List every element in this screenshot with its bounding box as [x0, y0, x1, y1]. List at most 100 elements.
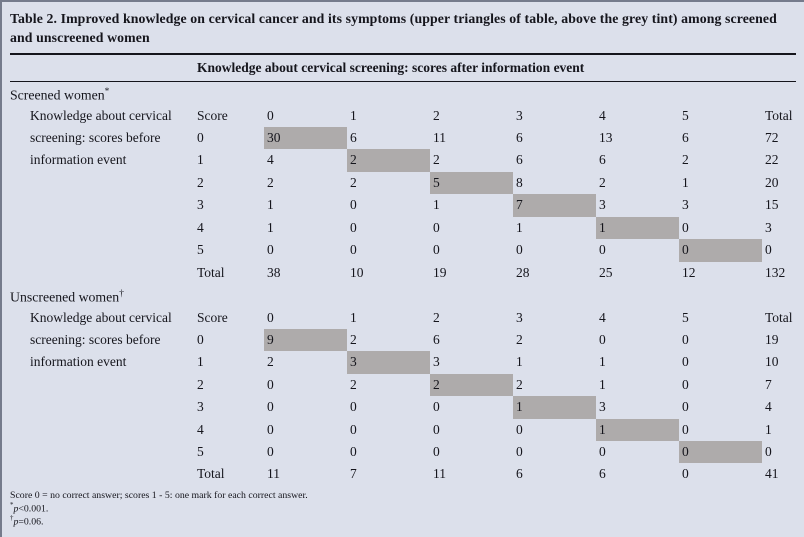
- column-total-cell: 28: [516, 264, 530, 280]
- row-total-cell: 22: [765, 152, 779, 168]
- row-total-cell: 7: [765, 376, 772, 392]
- cell: 0: [682, 399, 689, 415]
- cell: 3: [433, 354, 440, 370]
- diag-cell: 1: [513, 396, 596, 419]
- col-header: 1: [350, 107, 357, 123]
- cell: 0: [267, 421, 274, 437]
- col-header: 3: [516, 309, 523, 325]
- column-span-header: Knowledge about cervical screening: scor…: [197, 60, 585, 76]
- cell: 3: [599, 197, 606, 213]
- cell: 1: [267, 219, 274, 235]
- col-header: 5: [682, 309, 689, 325]
- row-total-cell: 4: [765, 399, 772, 415]
- row-header: 3: [197, 197, 204, 213]
- cell: 2: [350, 376, 357, 392]
- row-header: 1: [197, 152, 204, 168]
- footnotes: Score 0 = no correct answer; scores 1 - …: [10, 490, 796, 528]
- cell: 2: [267, 354, 274, 370]
- row-header: 3: [197, 399, 204, 415]
- totals-row-header: Total: [197, 466, 225, 482]
- data-row: 1 4 2 2 6 6 2 22: [10, 149, 798, 172]
- column-total-cell: 11: [433, 466, 446, 482]
- footnote-text: <0.001.: [18, 502, 49, 514]
- score-column-header: Score: [197, 309, 228, 325]
- cell: 0: [350, 443, 357, 459]
- col-header: 1: [350, 309, 357, 325]
- column-total-cell: 10: [350, 264, 364, 280]
- grand-total-cell: 41: [765, 466, 779, 482]
- totals-row-header: Total: [197, 264, 225, 280]
- column-total-cell: 6: [599, 466, 606, 482]
- row-total-cell: 15: [765, 197, 779, 213]
- row-header: 5: [197, 443, 204, 459]
- cell: 0: [516, 242, 523, 258]
- cell: 0: [267, 242, 274, 258]
- cell: 1: [599, 354, 606, 370]
- total-column-header: Total: [765, 107, 793, 123]
- cell: 8: [516, 174, 523, 190]
- diag-cell: 30: [264, 127, 347, 150]
- cell: 3: [599, 399, 606, 415]
- header-rule: [10, 81, 796, 83]
- column-total-cell: 25: [599, 264, 613, 280]
- diag-cell: 2: [430, 373, 513, 397]
- row-total-cell: 10: [765, 354, 779, 370]
- row-total-cell: 0: [765, 242, 772, 258]
- cell: 0: [433, 421, 440, 437]
- footnote-variable: p: [13, 515, 19, 527]
- cell: 0: [433, 219, 440, 235]
- col-header: 3: [516, 107, 523, 123]
- cell: 6: [682, 130, 689, 146]
- column-header-row: Knowledge about cervical screening: scor…: [10, 105, 798, 168]
- col-header: 4: [599, 107, 606, 123]
- row-header: 2: [197, 174, 204, 190]
- cell: 11: [433, 130, 446, 146]
- diag-cell: 3: [347, 351, 430, 374]
- cell: 0: [350, 421, 357, 437]
- col-header: 0: [267, 309, 274, 325]
- row-header: 0: [197, 331, 204, 347]
- cell: 0: [433, 399, 440, 415]
- cell: 6: [350, 130, 357, 146]
- cell: 6: [433, 331, 440, 347]
- diag-cell: 5: [430, 171, 513, 195]
- row-total-cell: 20: [765, 174, 779, 190]
- cell: 6: [516, 130, 523, 146]
- row-total-cell: 0: [765, 443, 772, 459]
- footnote-line: *p<0.001.: [10, 502, 796, 515]
- diag-cell: 1: [596, 418, 679, 441]
- cell: 0: [350, 242, 357, 258]
- totals-row: Total 38 10 19 28 25 12 132: [10, 262, 798, 284]
- cell: 0: [433, 242, 440, 258]
- footnote-marker: †: [10, 514, 14, 522]
- cell: 0: [599, 443, 606, 459]
- cell: 0: [682, 354, 689, 370]
- cell: 2: [433, 152, 440, 168]
- column-total-cell: 7: [350, 466, 357, 482]
- cell: 0: [682, 331, 689, 347]
- cell: 2: [599, 174, 606, 190]
- cell: 1: [682, 174, 689, 190]
- cell: 0: [682, 421, 689, 437]
- col-header: 2: [433, 309, 440, 325]
- cell: 0: [267, 376, 274, 392]
- score-column-header: Score: [197, 107, 228, 123]
- cell: 0: [267, 443, 274, 459]
- diag-cell: 0: [679, 440, 762, 464]
- section-marker: *: [104, 87, 110, 98]
- column-header-row: Knowledge about cervical screening: scor…: [10, 307, 798, 370]
- section-screened-women-table: Knowledge about cervical screening: scor…: [10, 105, 798, 284]
- cell: 6: [516, 152, 523, 168]
- section-unscreened-women-title: Unscreened women†: [10, 288, 124, 305]
- column-total-cell: 38: [267, 264, 281, 280]
- cell: 0: [433, 443, 440, 459]
- cell: 2: [682, 152, 689, 168]
- row-span-label: Knowledge about cervical screening: scor…: [30, 107, 172, 168]
- cell: 2: [267, 174, 274, 190]
- cell: 3: [682, 197, 689, 213]
